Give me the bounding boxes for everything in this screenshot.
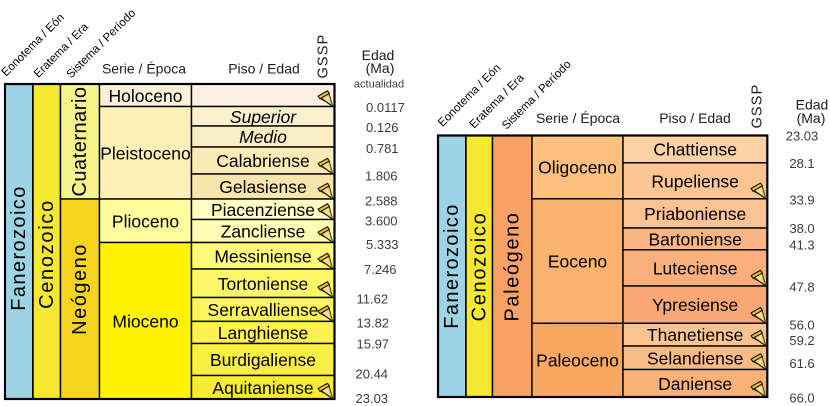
svg-text:15.97: 15.97 [357,337,390,352]
svg-text:Chattiense: Chattiense [653,140,737,160]
svg-text:Piso / Edad: Piso / Edad [228,61,300,77]
svg-text:Piacenziense: Piacenziense [211,200,315,220]
svg-text:Medio: Medio [239,127,287,147]
svg-text:Paleoceno: Paleoceno [536,351,619,371]
svg-text:Mioceno: Mioceno [112,311,178,331]
svg-text:Luteciense: Luteciense [653,258,738,278]
svg-text:(Ma): (Ma) [366,60,395,76]
svg-text:11.62: 11.62 [357,292,389,307]
svg-text:Serravalliense: Serravalliense [208,300,319,320]
svg-text:actualidad: actualidad [354,79,404,91]
svg-text:GSSP: GSSP [316,33,332,78]
svg-text:Cuaternario: Cuaternario [69,86,91,196]
svg-text:0.0117: 0.0117 [366,100,405,115]
svg-text:Langhiense: Langhiense [218,323,309,343]
svg-text:0.781: 0.781 [366,141,399,156]
svg-text:Rupeliense: Rupeliense [651,171,739,191]
svg-text:Paleógeno: Paleógeno [501,211,523,321]
svg-text:Aquitaniense: Aquitaniense [212,378,313,398]
svg-text:Plioceno: Plioceno [112,211,179,231]
svg-text:Selandiense: Selandiense [647,348,743,368]
svg-text:(Ma): (Ma) [797,110,826,126]
svg-text:59.2: 59.2 [789,333,814,348]
svg-text:Oligoceno: Oligoceno [538,158,617,178]
svg-text:Ypresiense: Ypresiense [652,295,738,315]
svg-text:Burdigaliense: Burdigaliense [210,350,316,370]
svg-text:Messiniense: Messiniense [214,246,311,266]
svg-text:Gelasiense: Gelasiense [219,177,307,197]
svg-text:Thanetiense: Thanetiense [647,325,743,345]
svg-text:Eoceno: Eoceno [548,252,607,272]
svg-text:2.588: 2.588 [365,194,398,209]
svg-text:66.0: 66.0 [789,391,814,406]
svg-text:33.9: 33.9 [789,193,814,208]
svg-text:41.3: 41.3 [789,238,814,253]
svg-text:Zancliense: Zancliense [221,222,306,242]
svg-text:23.03: 23.03 [356,391,389,406]
svg-text:Cenozoico: Cenozoico [36,199,58,309]
svg-text:Calabriense: Calabriense [216,151,309,171]
svg-text:Edad: Edad [796,97,829,113]
svg-text:3.600: 3.600 [365,214,398,229]
svg-text:61.6: 61.6 [789,356,814,371]
svg-text:5.333: 5.333 [366,237,399,252]
svg-text:13.82: 13.82 [357,316,390,331]
svg-text:Cenozoico: Cenozoico [468,212,490,322]
svg-text:Fanerozoico: Fanerozoico [8,185,30,310]
svg-text:GSSP: GSSP [750,83,766,128]
svg-text:0.126: 0.126 [366,120,399,135]
svg-text:20.44: 20.44 [356,367,389,382]
svg-text:Priaboniense: Priaboniense [644,204,746,224]
svg-text:38.0: 38.0 [789,221,814,236]
svg-text:Superior: Superior [230,107,297,127]
svg-text:Serie / Época: Serie / Época [102,61,186,77]
svg-text:56.0: 56.0 [789,317,814,332]
svg-text:23.03: 23.03 [786,128,819,143]
svg-text:Edad: Edad [362,47,395,63]
svg-text:28.1: 28.1 [789,156,814,171]
svg-text:Holoceno: Holoceno [109,86,183,106]
svg-text:Fanerozoico: Fanerozoico [441,203,463,328]
svg-text:Tortoniense: Tortoniense [218,274,308,294]
svg-text:Serie / Época: Serie / Época [536,110,620,126]
svg-text:Piso / Edad: Piso / Edad [659,110,731,126]
svg-text:Daniense: Daniense [658,374,732,394]
svg-text:1.806: 1.806 [365,168,398,183]
svg-text:7.246: 7.246 [364,262,397,277]
svg-text:47.8: 47.8 [789,280,814,295]
svg-text:Bartoniense: Bartoniense [648,229,741,249]
svg-text:Pleistoceno: Pleistoceno [100,143,190,163]
svg-text:Neógeno: Neógeno [69,243,91,335]
